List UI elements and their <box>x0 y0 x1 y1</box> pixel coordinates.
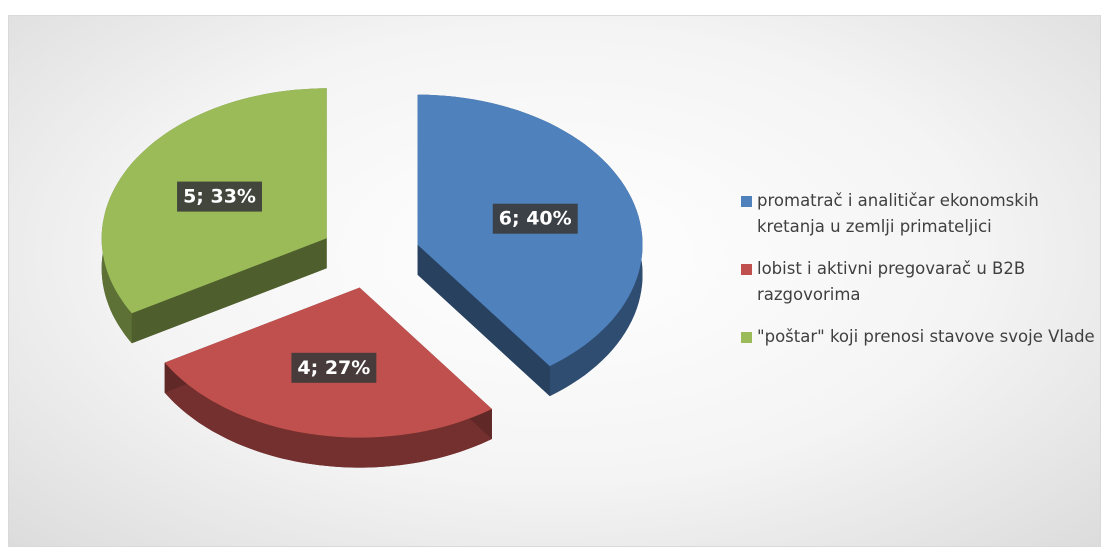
slice-side <box>417 244 550 397</box>
legend-swatch <box>741 332 752 343</box>
legend-label: promatrač i analitičar ekonomskih kretan… <box>757 191 1039 236</box>
slice-side <box>131 238 327 344</box>
value-label-bg <box>492 203 578 234</box>
legend-label: "poštar" koji prenosi stavove svoje Vlad… <box>757 327 1095 346</box>
legend-entry: lobist i aktivni pregovarač u B2B razgov… <box>738 256 1100 308</box>
value-label-bg <box>291 352 377 383</box>
legend-swatch <box>741 196 752 207</box>
value-label: 4; 27% <box>297 357 370 379</box>
legend-entry: promatrač i analitičar ekonomskih kretan… <box>738 188 1100 240</box>
legend-swatch <box>741 264 752 275</box>
legend-entry: "poštar" koji prenosi stavove svoje Vlad… <box>738 324 1100 350</box>
legend-label: lobist i aktivni pregovarač u B2B razgov… <box>757 259 1026 304</box>
value-label: 5; 33% <box>183 186 256 208</box>
value-label-bg <box>177 181 262 212</box>
value-label: 6; 40% <box>499 208 572 230</box>
slice-wall <box>164 362 492 468</box>
legend: promatrač i analitičar ekonomskih kretan… <box>738 188 1100 366</box>
